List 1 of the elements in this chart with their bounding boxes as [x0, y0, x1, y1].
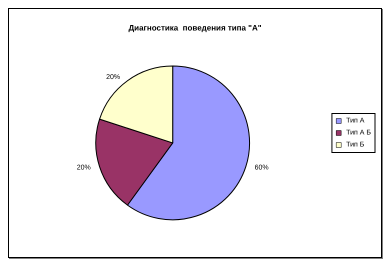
- chart-title: Диагностика поведения типа "А": [128, 24, 262, 32]
